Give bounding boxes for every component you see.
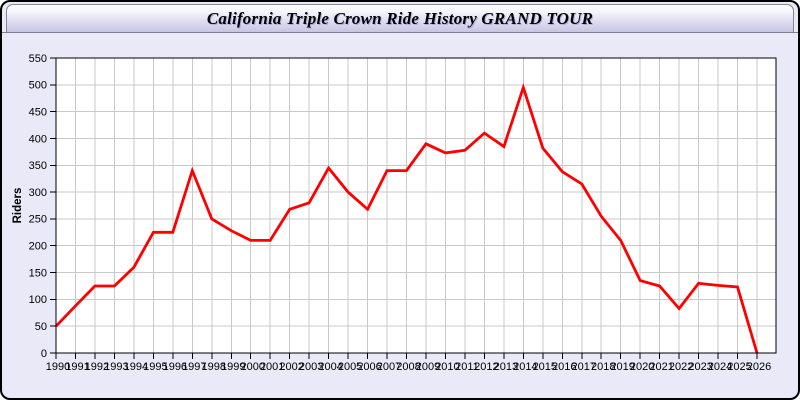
axis-ticks — [50, 57, 758, 359]
x-tick-label: 2001 — [260, 361, 284, 373]
x-tick-label: 1990 — [46, 361, 70, 373]
y-tick-label: 450 — [29, 106, 47, 118]
y-tick-labels: 0 50 100 150 200 250 300 350 400 450 500 550 — [29, 53, 47, 360]
y-tick-label: 550 — [29, 53, 47, 65]
page-title: California Triple Crown Ride History GRA… — [206, 8, 594, 28]
x-tick-label: 2025 — [727, 361, 751, 373]
y-tick-label: 150 — [29, 267, 47, 279]
x-tick-label: 1999 — [221, 361, 245, 373]
x-tick-label: 2021 — [649, 361, 673, 373]
y-tick-label: 350 — [29, 160, 47, 172]
x-tick-label: 2024 — [708, 361, 732, 373]
x-tick-label: 2011 — [455, 361, 479, 373]
y-tick-label: 500 — [29, 80, 47, 92]
titlebar: California Triple Crown Ride History GRA… — [6, 4, 794, 32]
x-tick-label: 2008 — [396, 361, 420, 373]
x-tick-label: 1996 — [163, 361, 187, 373]
x-tick-labels: 1990199119921993199419951996199719981999… — [46, 361, 771, 373]
x-tick-label: 2010 — [435, 361, 459, 373]
x-tick-label: 1997 — [182, 361, 206, 373]
y-tick-label: 0 — [41, 348, 47, 360]
plot-frame — [55, 57, 777, 354]
gridlines — [56, 58, 776, 353]
x-tick-label: 2000 — [240, 361, 264, 373]
x-tick-label: 2022 — [669, 361, 693, 373]
x-tick-label: 2002 — [279, 361, 303, 373]
y-tick-label: 250 — [29, 214, 47, 226]
x-tick-label: 2023 — [688, 361, 712, 373]
x-tick-label: 2016 — [552, 361, 576, 373]
x-tick-label: 2004 — [318, 361, 342, 373]
x-tick-label: 2005 — [338, 361, 362, 373]
x-tick-label: 1993 — [104, 361, 128, 373]
x-tick-label: 2012 — [474, 361, 498, 373]
y-tick-label: 100 — [29, 294, 47, 306]
x-tick-label: 2014 — [513, 361, 537, 373]
riders-series-line — [54, 82, 759, 354]
x-tick-label: 2009 — [416, 361, 440, 373]
plot-area — [56, 58, 776, 353]
x-tick-label: 2019 — [610, 361, 634, 373]
y-tick-label: 50 — [35, 321, 47, 333]
x-tick-label: 1991 — [65, 361, 89, 373]
y-tick-label: 300 — [29, 187, 47, 199]
x-tick-label: 2026 — [747, 361, 771, 373]
x-tick-label: 2013 — [494, 361, 518, 373]
x-tick-label: 2015 — [533, 361, 557, 373]
x-tick-label: 2006 — [357, 361, 381, 373]
x-tick-label: 2017 — [572, 361, 596, 373]
y-axis-title: Riders — [12, 188, 24, 224]
x-tick-label: 1994 — [124, 361, 148, 373]
x-tick-label: 2007 — [377, 361, 401, 373]
x-tick-label: 2003 — [299, 361, 323, 373]
y-tick-label: 400 — [29, 133, 47, 145]
x-tick-label: 1998 — [202, 361, 226, 373]
x-tick-label: 1992 — [85, 361, 109, 373]
titlebar-wrap: California Triple Crown Ride History GRA… — [2, 4, 798, 33]
x-tick-label: 2018 — [591, 361, 615, 373]
y-tick-label: 200 — [29, 241, 47, 253]
x-tick-label: 2020 — [630, 361, 654, 373]
x-tick-label: 1995 — [143, 361, 167, 373]
